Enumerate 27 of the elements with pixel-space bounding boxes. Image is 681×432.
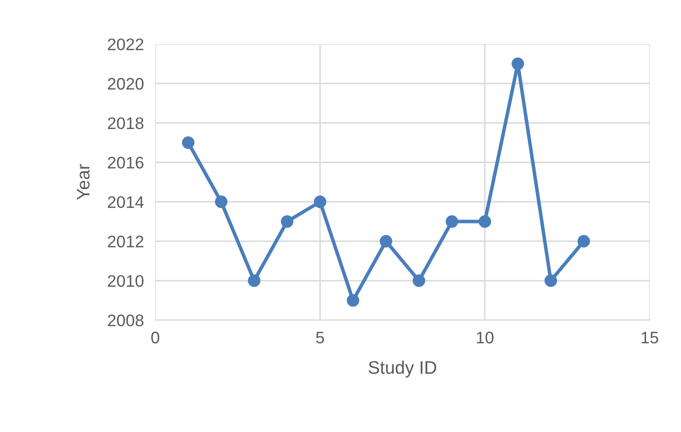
x-axis-title: Study ID <box>368 360 436 378</box>
point <box>578 234 590 248</box>
y-tick-label: 2020 <box>108 78 144 90</box>
point <box>346 294 360 307</box>
point <box>248 274 260 287</box>
point <box>446 215 458 228</box>
x-tick-label: 15 <box>642 332 658 344</box>
point <box>478 215 492 228</box>
y-tick-label: 2010 <box>108 275 144 287</box>
point <box>380 234 392 248</box>
y-tick-label: 2018 <box>108 117 144 130</box>
y-tick-label: 2012 <box>108 236 144 248</box>
x-tick-label: 0 <box>151 332 160 344</box>
x-tick-label: 5 <box>316 332 324 344</box>
point <box>512 58 524 70</box>
y-tick-label: 2022 <box>108 38 144 50</box>
point <box>314 196 326 208</box>
x-tick-label: 10 <box>476 332 494 344</box>
point <box>544 274 558 287</box>
point <box>182 136 194 149</box>
point <box>214 196 228 208</box>
point <box>280 215 294 228</box>
y-tick-label: 2014 <box>108 196 144 208</box>
y-tick-label: 2016 <box>108 156 144 169</box>
y-axis-title: Year <box>77 164 90 200</box>
point <box>412 274 426 287</box>
y-tick-label: 2008 <box>108 314 144 326</box>
